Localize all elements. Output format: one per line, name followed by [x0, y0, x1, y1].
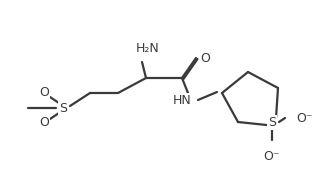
Text: HN: HN: [173, 93, 192, 107]
Text: O: O: [200, 52, 210, 65]
Text: S: S: [59, 102, 67, 114]
Text: O⁻: O⁻: [296, 112, 313, 125]
Text: H₂N: H₂N: [136, 42, 160, 55]
Text: O: O: [39, 116, 49, 130]
Text: S: S: [268, 116, 276, 128]
Text: O: O: [39, 86, 49, 100]
Text: O⁻: O⁻: [264, 150, 280, 163]
